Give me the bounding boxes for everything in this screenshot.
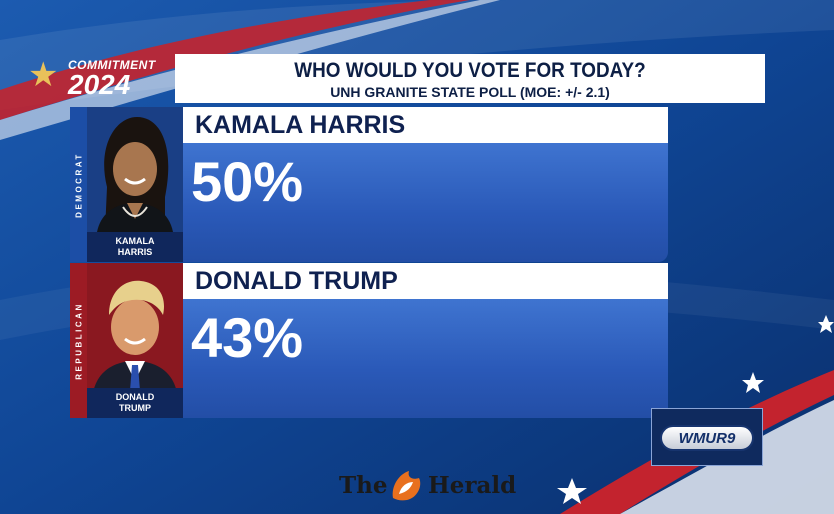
- caption-line1: KAMALA: [115, 236, 155, 246]
- year-label: 2024: [68, 69, 131, 100]
- watermark-the: The: [339, 472, 388, 499]
- candidate-percent-box: 50%: [183, 143, 668, 262]
- star-icon: ★: [28, 56, 59, 94]
- party-label: REPUBLICAN: [74, 301, 83, 380]
- candidate-name: DONALD TRUMP: [195, 267, 398, 295]
- poll-source: UNH GRANITE STATE POLL (MOE: +/- 2.1): [330, 84, 610, 100]
- poll-question: WHO WOULD YOU VOTE FOR TODAY?: [294, 59, 646, 82]
- commitment-2024-logo: ★ COMMITMENT 2024: [28, 56, 170, 102]
- candidate-name-bar: DONALD TRUMP: [183, 263, 668, 299]
- watermark-name: Herald: [428, 472, 517, 499]
- station-logo-text: WMUR9: [678, 430, 736, 447]
- candidate-name: KAMALA HARRIS: [195, 111, 406, 139]
- fox-icon: [392, 471, 421, 501]
- party-label: DEMOCRAT: [74, 151, 83, 218]
- candidate-card-trump: REPUBLICAN DONALD TRUMP DONALD TRUMP 43%: [70, 263, 668, 418]
- candidate-card-harris: DEMOCRAT KAMALA HARRIS KAMALA HARRIS 50%: [70, 107, 668, 262]
- station-logo-pill: WMUR9: [660, 425, 754, 451]
- candidate-caption: DONALD TRUMP: [87, 388, 183, 418]
- commitment-label: COMMITMENT: [68, 58, 156, 72]
- candidate-percent: 43%: [191, 306, 304, 369]
- caption-line2: TRUMP: [119, 403, 151, 413]
- candidate-photo: KAMALA HARRIS: [87, 107, 183, 262]
- caption-line2: HARRIS: [117, 247, 153, 257]
- watermark: The Herald: [335, 468, 525, 504]
- candidate-name-bar: KAMALA HARRIS: [183, 107, 668, 143]
- station-logo: WMUR9: [651, 408, 763, 466]
- party-stripe: DEMOCRAT: [70, 107, 87, 262]
- candidate-photo: DONALD TRUMP: [87, 263, 183, 418]
- star-decoration: [557, 315, 834, 504]
- candidate-percent: 50%: [191, 150, 304, 213]
- party-stripe: REPUBLICAN: [70, 263, 87, 418]
- poll-header: WHO WOULD YOU VOTE FOR TODAY? UNH GRANIT…: [175, 54, 765, 103]
- caption-line1: DONALD: [115, 392, 155, 402]
- candidate-percent-box: 43%: [183, 299, 668, 418]
- candidate-caption: KAMALA HARRIS: [87, 232, 183, 262]
